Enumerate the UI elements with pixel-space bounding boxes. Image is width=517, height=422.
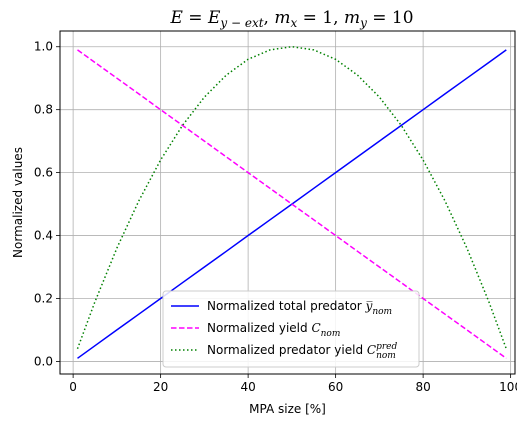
title-my: m	[344, 8, 360, 28]
legend-entry-text: Normalized total predator	[207, 299, 366, 313]
legend-entry-superscript: pred	[376, 342, 397, 352]
title-my-subscript: y	[359, 16, 367, 30]
title-mx: m	[274, 8, 290, 28]
y-tick-label: 0.4	[34, 229, 53, 243]
title-e: E	[169, 8, 183, 28]
legend-entry-subscript: nom	[372, 307, 392, 317]
series-line-1	[77, 49, 507, 359]
legend-entry-subscript: nom	[321, 329, 341, 339]
legend-entry-text: Normalized predator yield	[207, 343, 367, 357]
chart-title: E = Ey − ext, mx = 1, my = 10	[169, 8, 413, 30]
legend-entry: Normalized yield Cnom	[207, 321, 340, 339]
series-lines	[76, 45, 508, 359]
title-separator: ,	[264, 8, 275, 28]
legend-entry-symbol: y̅	[365, 299, 373, 313]
title-mx-value: = 1,	[297, 8, 344, 28]
legend-entry: Normalized total predator y̅nom	[207, 299, 392, 317]
x-tick-label: 60	[328, 380, 343, 394]
x-tick-label: 40	[240, 380, 255, 394]
title-e-subscript: y − ext	[219, 16, 263, 30]
title-mx-subscript: x	[290, 16, 297, 30]
y-tick-label: 0.0	[34, 354, 53, 368]
legend-entry-symbol: C	[367, 343, 376, 357]
y-tick-label: 0.8	[34, 103, 53, 117]
title-my-value: = 10	[367, 8, 414, 28]
x-tick-label: 0	[69, 380, 77, 394]
x-tick-label: 20	[153, 380, 168, 394]
axis-ticks: 0 20 40 60 80 100 0.0 0.2 0.4 0.6 0.8 1.0	[34, 40, 517, 394]
legend-box	[162, 290, 420, 368]
legend-entry-text: Normalized yield	[207, 321, 311, 335]
legend-entry-subscript: nom	[376, 351, 396, 361]
plot-frame	[59, 30, 516, 375]
y-tick-label: 0.2	[34, 291, 53, 305]
x-tick-label: 100	[499, 380, 517, 394]
title-equals: =	[183, 8, 208, 28]
title-e: E	[207, 8, 221, 28]
y-axis-label: Normalized values	[11, 147, 25, 258]
legend-entry: Normalized predator yield Cpred nom	[207, 342, 397, 361]
y-tick-label: 0.6	[34, 166, 53, 180]
x-axis-label: MPA size [%]	[249, 402, 326, 416]
x-tick-label: 80	[415, 380, 430, 394]
y-tick-label: 1.0	[34, 40, 53, 54]
legend-entry-symbol: C	[311, 321, 320, 335]
legend: Normalized total predator y̅nomNormalize…	[162, 290, 420, 368]
